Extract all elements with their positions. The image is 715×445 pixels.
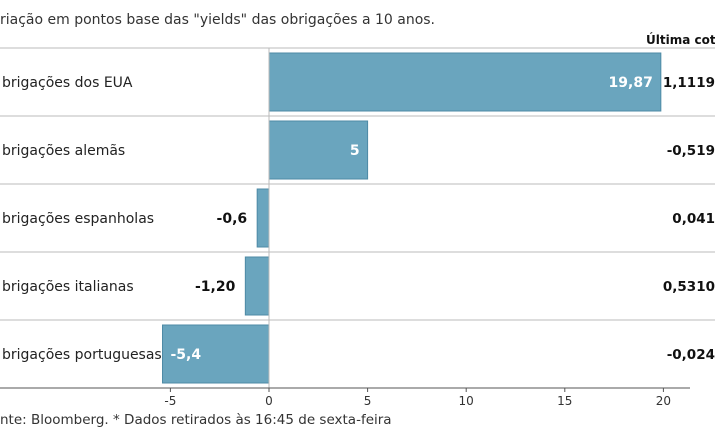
tick-label: 5 bbox=[364, 394, 372, 408]
tick-label: 15 bbox=[557, 394, 572, 408]
bar bbox=[244, 256, 270, 316]
cotacao-value: 0,041 bbox=[672, 211, 715, 227]
cotacao-header: Última cotação bbox=[646, 32, 715, 47]
tick-label: 10 bbox=[459, 394, 474, 408]
category-label: brigações italianas bbox=[2, 279, 134, 295]
chart-source: nte: Bloomberg. * Dados retirados às 16:… bbox=[0, 412, 392, 428]
value-label: -5,4 bbox=[171, 347, 202, 363]
bars bbox=[162, 52, 662, 384]
category-label: brigações portuguesas bbox=[2, 347, 162, 363]
cotacao-value: 0,5310 bbox=[663, 279, 715, 295]
tick-label: 20 bbox=[656, 394, 671, 408]
labels: brigações dos EUA 19,87 1,1119 brigações al… bbox=[2, 75, 715, 363]
bar bbox=[268, 52, 662, 112]
x-axis: -5 0 5 10 15 20 bbox=[0, 48, 690, 408]
tick-label: -5 bbox=[164, 394, 176, 408]
bar bbox=[162, 324, 270, 384]
chart-subtitle: riação em pontos base das "yields" das o… bbox=[0, 12, 436, 28]
row-separators bbox=[0, 47, 715, 321]
value-label: 19,87 bbox=[609, 75, 653, 91]
bar bbox=[256, 188, 270, 248]
bar bbox=[268, 120, 369, 180]
category-label: brigações dos EUA bbox=[2, 75, 133, 91]
category-label: brigações espanholas bbox=[2, 211, 154, 227]
value-label: -0,6 bbox=[217, 211, 248, 227]
value-label: 5 bbox=[350, 143, 360, 159]
tick-label: 0 bbox=[265, 394, 273, 408]
cotacao-value: 1,1119 bbox=[663, 75, 715, 91]
category-label: brigações alemãs bbox=[2, 143, 125, 159]
value-label: -1,20 bbox=[195, 279, 236, 295]
cotacao-value: -0,024 bbox=[667, 347, 715, 363]
cotacao-value: -0,519 bbox=[667, 143, 715, 159]
